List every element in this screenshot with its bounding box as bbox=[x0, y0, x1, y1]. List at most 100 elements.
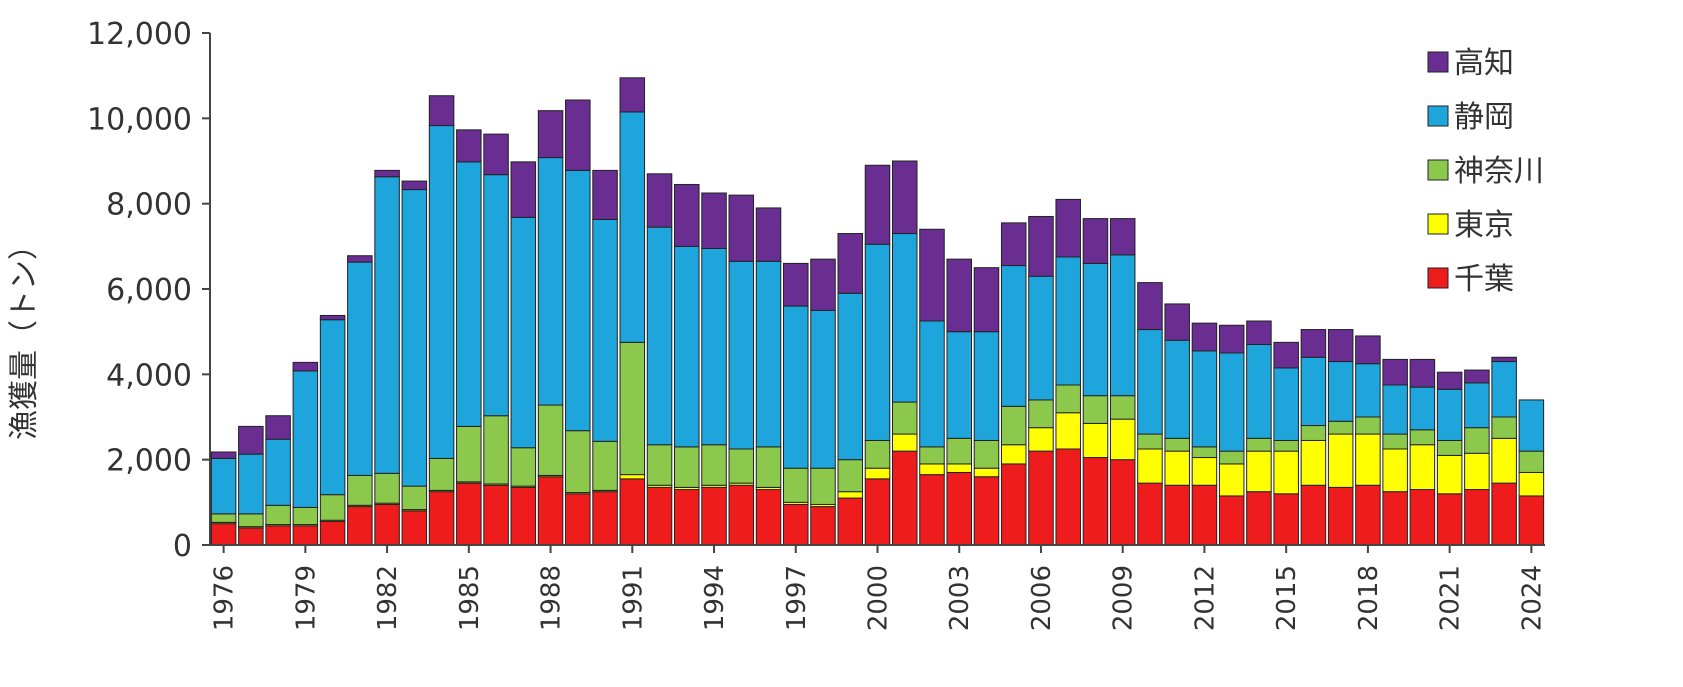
bar-segment bbox=[728, 448, 755, 484]
bar-segment bbox=[674, 446, 700, 488]
bar-segment bbox=[755, 446, 782, 488]
bar-segment bbox=[1137, 433, 1163, 450]
bar-segment bbox=[510, 161, 537, 218]
bar-segment bbox=[238, 527, 264, 546]
bar-segment bbox=[1409, 358, 1436, 388]
y-axis: 0 2,000 4,000 6,000 8,000 10,000 12,000 bbox=[87, 17, 211, 564]
bar-segment bbox=[1355, 363, 1381, 418]
bar-segment bbox=[1028, 450, 1054, 546]
bar-segment bbox=[1464, 427, 1490, 454]
bar-segment bbox=[456, 482, 482, 546]
bar-segment bbox=[1082, 457, 1109, 546]
bar-segment bbox=[565, 169, 591, 432]
bar-segment bbox=[646, 226, 673, 446]
bar-segment bbox=[646, 486, 673, 546]
legend-swatch bbox=[1427, 267, 1449, 289]
bar-segment bbox=[1273, 367, 1299, 441]
bar-segment bbox=[1055, 384, 1081, 414]
bar-segment bbox=[1300, 439, 1327, 486]
bar-segment bbox=[592, 218, 618, 442]
bar-segment bbox=[701, 444, 727, 486]
bar-segment bbox=[891, 450, 918, 546]
bar-segment bbox=[1137, 329, 1163, 435]
bar-segment bbox=[265, 504, 291, 526]
bar-segment bbox=[946, 463, 972, 473]
bar-segment bbox=[728, 260, 755, 450]
x-tick-label: 2009 bbox=[1109, 565, 1139, 631]
x-tick-label: 2003 bbox=[945, 565, 975, 631]
bar-segment bbox=[537, 110, 564, 159]
bar-segment bbox=[401, 189, 428, 487]
x-tick-label: 2012 bbox=[1190, 565, 1220, 631]
bar-segment bbox=[946, 437, 972, 465]
bar-segment bbox=[1518, 450, 1545, 473]
bar-segment bbox=[238, 513, 264, 528]
bar-segment bbox=[428, 457, 455, 491]
bar-segment bbox=[619, 341, 646, 476]
bar-segment bbox=[1300, 484, 1327, 546]
bar-segment bbox=[428, 125, 455, 459]
bar-segment bbox=[1137, 448, 1163, 484]
bar-segment bbox=[864, 439, 891, 469]
bar-segment bbox=[728, 484, 755, 546]
x-tick-label: 1994 bbox=[700, 565, 730, 631]
y-tick-label: 10,000 bbox=[87, 102, 192, 137]
bar-segment bbox=[210, 523, 237, 546]
bar-segment bbox=[292, 506, 319, 526]
bar-segment bbox=[1082, 218, 1109, 264]
bar-segment bbox=[919, 463, 945, 476]
bar-segment bbox=[1273, 439, 1299, 452]
bar-segment bbox=[864, 164, 891, 245]
bar-segment bbox=[1055, 256, 1081, 386]
y-tick-label: 0 bbox=[173, 529, 192, 564]
bar-segment bbox=[565, 99, 591, 171]
bar-segment bbox=[401, 510, 428, 546]
bar-segment bbox=[374, 472, 400, 504]
bar-segment bbox=[1273, 450, 1299, 495]
bar-segment bbox=[755, 260, 782, 448]
bar-segment bbox=[265, 438, 291, 506]
bar-segment bbox=[646, 173, 673, 228]
bar-segment bbox=[1191, 322, 1218, 352]
bar-segment bbox=[1327, 420, 1354, 435]
bar-segment bbox=[1409, 429, 1436, 446]
legend-label: 千葉 bbox=[1454, 262, 1514, 297]
bar-segment bbox=[973, 476, 1000, 546]
bar-segment bbox=[483, 415, 509, 485]
y-tick-label: 8,000 bbox=[106, 188, 192, 223]
bar-segment bbox=[537, 404, 564, 476]
x-tick-label: 2024 bbox=[1517, 565, 1547, 631]
bar-segment bbox=[1273, 341, 1299, 369]
bar-segment bbox=[319, 314, 346, 321]
bar-segment bbox=[619, 111, 646, 343]
bar-segment bbox=[1055, 412, 1081, 450]
bar-segment bbox=[1000, 463, 1027, 546]
bar-segment bbox=[483, 484, 509, 546]
bar-segment bbox=[864, 243, 891, 441]
bar-segment bbox=[1300, 356, 1327, 427]
bar-segment bbox=[1491, 482, 1517, 546]
bar-segment bbox=[347, 474, 373, 506]
bar-segment bbox=[783, 262, 809, 307]
bar-segment bbox=[755, 207, 782, 262]
bar-segment bbox=[1273, 493, 1299, 546]
bar-segment bbox=[483, 174, 509, 417]
bar-segment bbox=[1327, 361, 1354, 422]
bar-segment bbox=[1137, 482, 1163, 546]
bar-segment bbox=[1355, 433, 1381, 486]
y-tick-label: 4,000 bbox=[106, 358, 192, 393]
bar-segment bbox=[973, 267, 1000, 333]
bar-segment bbox=[456, 129, 482, 163]
bar-segment bbox=[292, 370, 319, 508]
x-tick-label: 2021 bbox=[1436, 565, 1466, 631]
bar-segment bbox=[701, 486, 727, 546]
bar-segment bbox=[1436, 439, 1463, 456]
bars-group bbox=[210, 77, 1545, 546]
bar-segment bbox=[810, 467, 836, 505]
bar-segment bbox=[1191, 457, 1218, 486]
bar-segment bbox=[1246, 450, 1272, 493]
bar-segment bbox=[973, 439, 1000, 469]
legend-label: 静岡 bbox=[1454, 100, 1514, 135]
bar-segment bbox=[1518, 471, 1545, 497]
